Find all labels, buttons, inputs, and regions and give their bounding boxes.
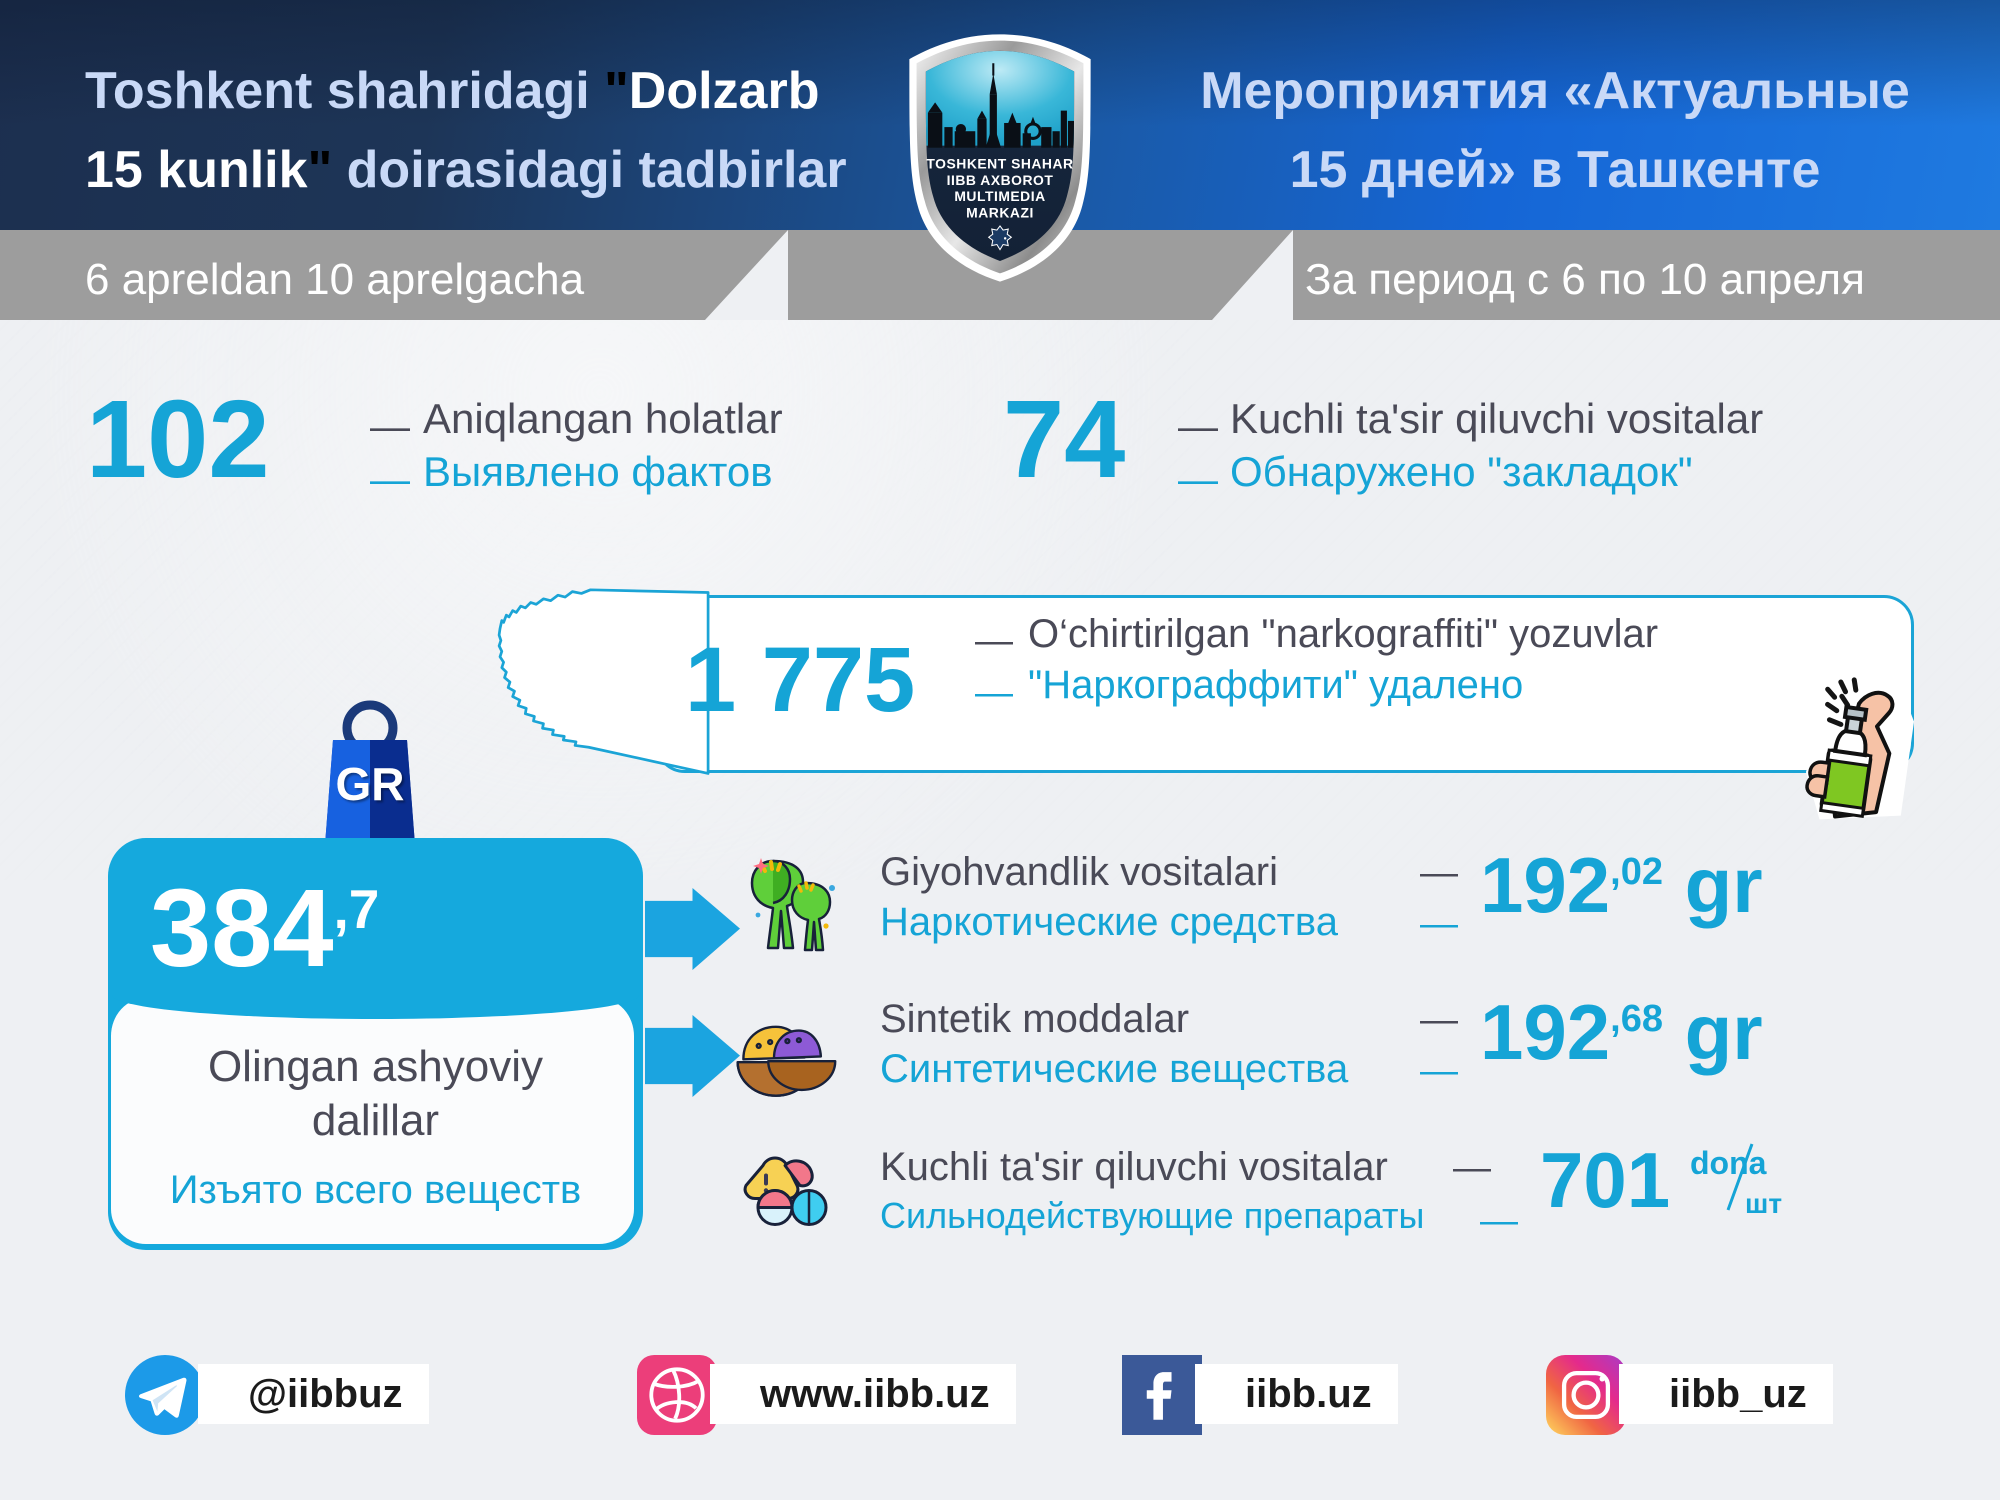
svg-text:GR: GR — [336, 758, 405, 810]
svg-text:MULTIMEDIA: MULTIMEDIA — [954, 188, 1045, 204]
svg-text:MARKAZI: MARKAZI — [966, 205, 1034, 221]
svg-text:IIBB AXBOROT: IIBB AXBOROT — [947, 172, 1054, 188]
svg-text:TOSHKENT SHAHAR: TOSHKENT SHAHAR — [926, 155, 1073, 171]
